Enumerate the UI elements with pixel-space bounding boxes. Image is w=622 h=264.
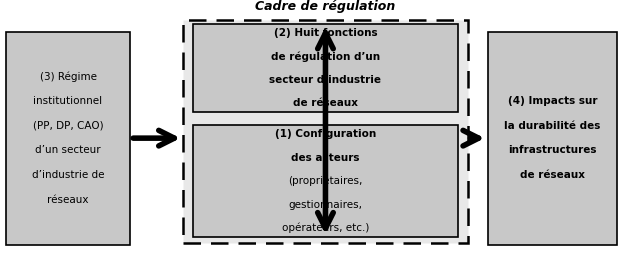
Text: d’industrie de: d’industrie de (32, 170, 104, 180)
Text: de réseaux: de réseaux (520, 170, 585, 180)
Text: infrastructures: infrastructures (508, 145, 596, 155)
Text: secteur d’industrie: secteur d’industrie (269, 75, 381, 85)
Text: (3) Régime: (3) Régime (40, 71, 96, 82)
Text: (propriétaires,: (propriétaires, (288, 176, 363, 186)
Text: Cadre de régulation: Cadre de régulation (256, 0, 396, 13)
Text: (1) Configuration: (1) Configuration (275, 129, 376, 139)
Text: la durabilité des: la durabilité des (504, 121, 601, 131)
Bar (6, 32, 131, 245)
Text: institutionnel: institutionnel (34, 96, 103, 106)
Text: des acteurs: des acteurs (291, 153, 360, 163)
Bar (193, 125, 458, 237)
Text: réseaux: réseaux (47, 195, 89, 205)
Text: de réseaux: de réseaux (293, 98, 358, 108)
Text: (2) Huit fonctions: (2) Huit fonctions (274, 28, 378, 38)
Text: (4) Impacts sur: (4) Impacts sur (508, 96, 597, 106)
Bar (488, 32, 617, 245)
Text: d’un secteur: d’un secteur (35, 145, 101, 155)
Bar (193, 24, 458, 112)
Text: opérateurs, etc.): opérateurs, etc.) (282, 223, 369, 233)
Bar (183, 20, 468, 243)
Text: gestionnaires,: gestionnaires, (289, 200, 363, 210)
Text: (PP, DP, CAO): (PP, DP, CAO) (33, 121, 103, 131)
Text: de régulation d’un: de régulation d’un (271, 51, 380, 62)
